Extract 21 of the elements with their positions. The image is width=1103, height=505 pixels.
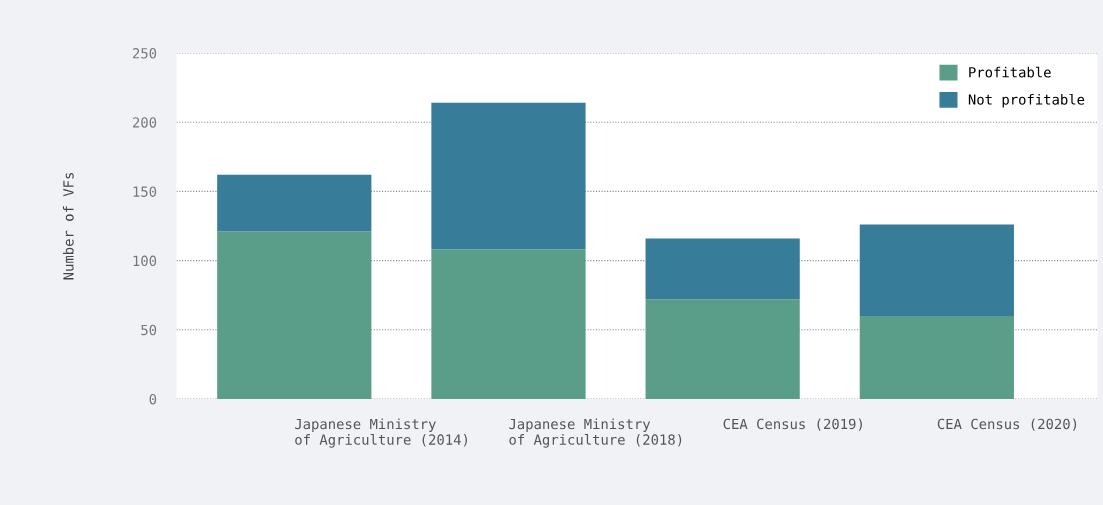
y-tick-label: 250 [132,48,157,59]
x-tick-label: Japanese Ministry of Agriculture (2014) [295,418,467,448]
legend-label: Not profitable [968,93,1085,108]
bar [859,224,1014,316]
bar [645,299,800,399]
legend-label: Profitable [969,66,1051,78]
y-tick-label: 200 [132,117,157,128]
bar [859,315,1014,399]
y-tick-label: 100 [133,255,157,267]
bar [645,238,800,300]
y-tick-label: 50 [141,324,157,336]
x-tick-label: Japanese Ministry of Agriculture (2018) [509,418,682,448]
bar [431,102,586,250]
bar [217,231,372,399]
x-tick-label: CEA Census (2019) [723,418,862,431]
y-tick-label: 150 [133,186,157,197]
y-tick-label: 0 [149,393,157,405]
bar [217,174,372,232]
y-axis-title: Number of VFs [62,173,74,280]
bar [431,249,586,399]
x-tick-label: CEA Census (2020) [937,418,1077,431]
